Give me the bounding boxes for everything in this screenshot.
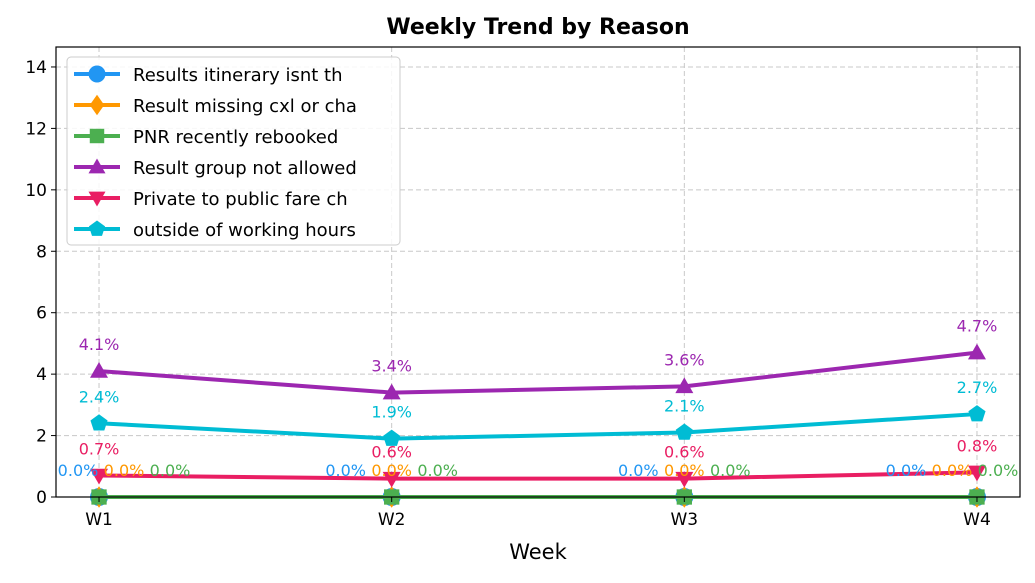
- x-tick-label: W3: [671, 510, 699, 530]
- legend-item: PNR recently rebooked: [74, 127, 338, 148]
- data-point: [675, 471, 694, 488]
- x-tick-label: W2: [378, 510, 406, 530]
- data-label: 4.7%: [957, 317, 998, 336]
- data-point: [967, 465, 986, 482]
- y-tick-label: 4: [36, 365, 47, 385]
- legend-label: Result group not allowed: [133, 158, 357, 179]
- data-point: [90, 362, 109, 378]
- data-label: 0.6%: [371, 443, 412, 462]
- legend-item: Private to public fare ch: [74, 189, 348, 210]
- data-label: 0.0%: [58, 461, 99, 480]
- data-label: 0.6%: [664, 443, 705, 462]
- legend-marker: [88, 191, 106, 207]
- legend-marker: [88, 65, 106, 83]
- series-5: [90, 405, 986, 446]
- data-point: [675, 377, 694, 394]
- data-label: 0.0%: [104, 461, 145, 480]
- data-label: 1.9%: [371, 403, 412, 422]
- series-line: [98, 412, 978, 441]
- data-labels: 0.0% 0.0% 0.0% 0.0% 0.0% 0.0% 0.0% 0.0% 0.0% 0.0%…: [58, 317, 1019, 480]
- legend-label: PNR recently rebooked: [133, 127, 338, 148]
- data-point: [383, 429, 401, 446]
- data-point: [90, 414, 108, 431]
- data-label: 0.0%: [150, 461, 191, 480]
- y-tick-label: 2: [36, 427, 47, 447]
- data-point: [968, 405, 986, 422]
- y-tick-label: 14: [25, 58, 47, 78]
- plot-frame: [55, 46, 1021, 498]
- data-point: [90, 468, 109, 485]
- series-line: [98, 350, 978, 395]
- y-tick-label: 6: [36, 304, 47, 324]
- y-tick-label: 8: [36, 242, 47, 262]
- data-label: 0.0%: [932, 461, 973, 480]
- data-label: 0.0%: [664, 461, 705, 480]
- data-label: 0.0%: [618, 461, 659, 480]
- data-point: [382, 471, 401, 488]
- data-label: 0.7%: [79, 439, 120, 458]
- legend-item: outside of working hours: [74, 220, 356, 241]
- legend-marker: [88, 220, 106, 236]
- y-tick-label: 10: [25, 181, 47, 201]
- legend-label: outside of working hours: [133, 220, 356, 241]
- data-label: 2.1%: [664, 396, 705, 415]
- legend-label: Results itinerary isnt th: [133, 65, 343, 86]
- series-4: [90, 465, 986, 488]
- data-label: 0.0%: [886, 461, 927, 480]
- legend-item: Results itinerary isnt th: [74, 65, 343, 86]
- legend-marker: [88, 158, 106, 174]
- legend: Results itinerary isnt th Result missing …: [66, 56, 401, 246]
- data-label: 0.0%: [417, 461, 458, 480]
- y-tick-label: 0: [36, 488, 47, 508]
- legend-label: Private to public fare ch: [133, 189, 348, 210]
- legend-label: Result missing cxl or cha: [133, 96, 357, 117]
- series-group: [90, 343, 986, 508]
- y-tick-label: 12: [25, 119, 47, 139]
- data-label: 4.1%: [79, 335, 120, 354]
- legend-item: Result missing cxl or cha: [74, 94, 357, 117]
- data-label: 2.4%: [79, 387, 120, 406]
- chart-title: Weekly Trend by Reason: [386, 15, 689, 40]
- data-point: [675, 423, 693, 440]
- x-tick-label: W1: [85, 510, 113, 530]
- axis-ticks: 0 2 4 6 8 10 12 14 W1 W2 W3 W4: [25, 58, 990, 530]
- legend-marker: [89, 94, 105, 116]
- data-point: [967, 343, 986, 360]
- x-axis-label: Week: [509, 540, 567, 564]
- x-tick-label: W4: [963, 510, 991, 530]
- data-label: 0.0%: [325, 461, 366, 480]
- data-label: 2.7%: [957, 378, 998, 397]
- legend-box: [66, 56, 401, 246]
- data-label: 0.8%: [957, 436, 998, 455]
- series-3: [90, 343, 986, 400]
- data-label: 3.6%: [664, 350, 705, 369]
- data-label: 3.4%: [371, 357, 412, 376]
- data-label: 0.0%: [371, 461, 412, 480]
- data-label: 0.0%: [710, 461, 751, 480]
- legend-item: Result group not allowed: [74, 158, 357, 179]
- data-point: [382, 383, 401, 400]
- series-line: [98, 470, 978, 481]
- data-label: 0.0%: [978, 461, 1019, 480]
- legend-marker: [89, 128, 105, 144]
